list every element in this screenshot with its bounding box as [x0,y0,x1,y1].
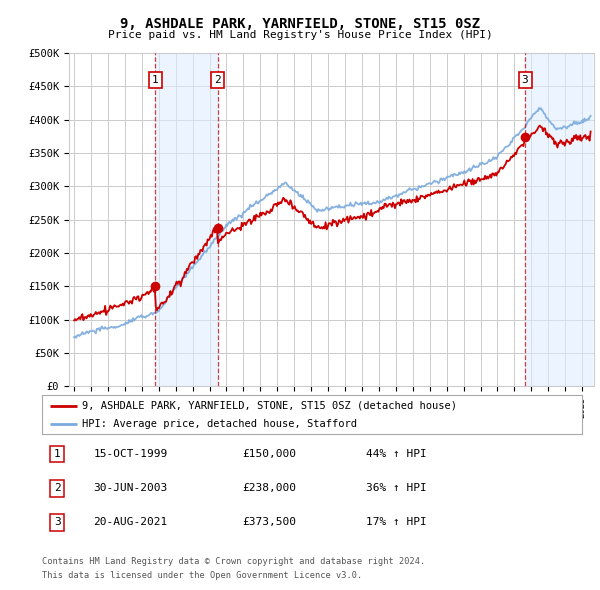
Text: 9, ASHDALE PARK, YARNFIELD, STONE, ST15 0SZ: 9, ASHDALE PARK, YARNFIELD, STONE, ST15 … [120,17,480,31]
Text: 1: 1 [152,75,158,85]
Text: 3: 3 [54,517,61,527]
Bar [155,53,218,386]
Bar [525,53,592,386]
Text: 30-JUN-2003: 30-JUN-2003 [94,483,167,493]
Text: 36% ↑ HPI: 36% ↑ HPI [366,483,427,493]
Text: Contains HM Land Registry data © Crown copyright and database right 2024.: Contains HM Land Registry data © Crown c… [42,557,425,566]
Text: HPI: Average price, detached house, Stafford: HPI: Average price, detached house, Staf… [83,419,358,429]
Text: 9, ASHDALE PARK, YARNFIELD, STONE, ST15 0SZ (detached house): 9, ASHDALE PARK, YARNFIELD, STONE, ST15 … [83,401,458,411]
Text: 2: 2 [54,483,61,493]
Text: 15-OCT-1999: 15-OCT-1999 [94,449,167,459]
Text: 3: 3 [521,75,529,85]
Text: 2: 2 [214,75,221,85]
Text: This data is licensed under the Open Government Licence v3.0.: This data is licensed under the Open Gov… [42,571,362,580]
Text: £373,500: £373,500 [242,517,296,527]
Text: 17% ↑ HPI: 17% ↑ HPI [366,517,427,527]
Text: £150,000: £150,000 [242,449,296,459]
Text: 44% ↑ HPI: 44% ↑ HPI [366,449,427,459]
Text: Price paid vs. HM Land Registry's House Price Index (HPI): Price paid vs. HM Land Registry's House … [107,31,493,40]
Text: 20-AUG-2021: 20-AUG-2021 [94,517,167,527]
Text: 1: 1 [54,449,61,459]
Text: £238,000: £238,000 [242,483,296,493]
